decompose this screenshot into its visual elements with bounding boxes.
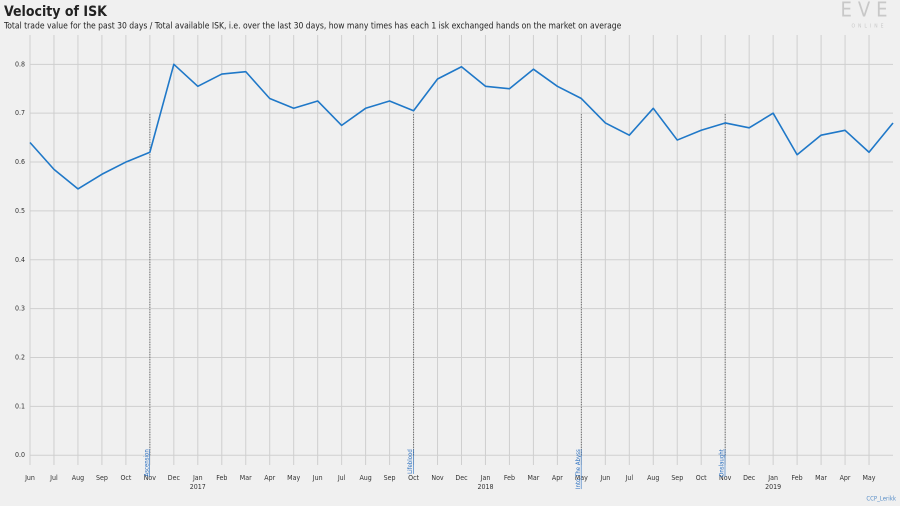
x-tick-label: May [287,474,300,482]
x-tick-label: Jan [480,474,491,482]
x-tick-label: May [863,474,876,482]
x-tick-label: Aug [647,474,659,482]
x-tick-label: Jan [767,474,778,482]
x-tick-label: Jul [337,474,346,482]
x-tick-label: Jul [49,474,58,482]
data-line [29,63,894,190]
x-tick-label: Nov [431,474,444,482]
x-tick-label: Sep [384,474,396,482]
x-tick-label: Jun [24,474,35,482]
x-tick-label: Nov [719,474,732,482]
x-tick-label: Feb [792,474,803,482]
annotation-label[interactable]: Into The Abyss [575,449,582,489]
x-tick-label: Jun [599,474,610,482]
year-label: 2017 [190,483,206,491]
x-tick-label: Dec [455,474,468,482]
year-label: 2019 [765,483,781,491]
logo: EVE [840,0,893,22]
x-tick-label: Sep [96,474,108,482]
x-tick-label: Dec [743,474,756,482]
x-tick-label: Mar [815,474,827,482]
x-tick-label: Mar [527,474,539,482]
annotation-label[interactable]: Onslaught [719,449,726,477]
x-tick-label: Apr [264,474,275,482]
annotation-label[interactable]: Lifeblood [407,449,414,474]
x-tick-label: Oct [120,474,131,482]
x-tick-label: Mar [240,474,252,482]
x-tick-label: Feb [504,474,515,482]
y-tick-label: 0.0 [15,451,25,459]
x-tick-label: Aug [359,474,371,482]
x-tick-label: Apr [552,474,563,482]
x-tick-label: May [575,474,588,482]
x-tick-label: Jul [625,474,634,482]
y-tick-label: 0.8 [15,60,25,68]
logo-sub: ONLINE [852,24,887,30]
year-label: 2018 [477,483,493,491]
x-tick-label: Feb [216,474,227,482]
y-tick-label: 0.4 [15,256,25,264]
x-tick-label: Jun [312,474,323,482]
y-tick-label: 0.3 [15,305,25,313]
x-tick-label: Aug [72,474,84,482]
x-tick-label: Oct [408,474,419,482]
y-tick-label: 0.6 [15,158,25,166]
y-tick-label: 0.1 [15,402,25,410]
annotation-label[interactable]: Ascension [143,449,150,476]
x-tick-label: Nov [144,474,157,482]
x-tick-label: Oct [696,474,707,482]
credit[interactable]: CCP_Lerikk [866,496,897,503]
x-tick-label: Jan [192,474,203,482]
x-tick-label: Sep [671,474,683,482]
y-tick-label: 0.2 [15,354,25,362]
chart-title: Velocity of ISK [4,4,108,20]
y-tick-label: 0.5 [15,207,25,215]
chart-subtitle: Total trade value for the past 30 days /… [3,22,622,32]
x-tick-label: Dec [168,474,181,482]
x-tick-label: Apr [840,474,851,482]
y-tick-label: 0.7 [15,109,25,117]
